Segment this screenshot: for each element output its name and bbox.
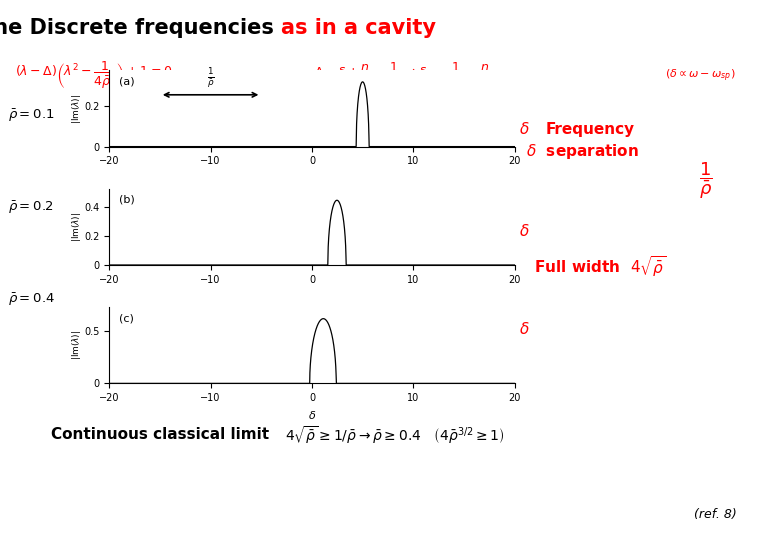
Text: $\left(\delta \propto \omega - \omega_{sp}\right)$: $\left(\delta \propto \omega - \omega_{s… bbox=[665, 68, 736, 84]
Text: (a): (a) bbox=[119, 76, 135, 86]
Text: Frequency: Frequency bbox=[546, 122, 635, 137]
Text: $\left(\lambda - \Delta\right)\left(\lambda^2 - \dfrac{1}{4\bar{\rho}^2}\right) : $\left(\lambda - \Delta\right)\left(\lam… bbox=[16, 60, 173, 91]
Text: $\bar{\rho} = 0.1$: $\bar{\rho} = 0.1$ bbox=[8, 108, 55, 124]
Text: $\delta$: $\delta$ bbox=[519, 120, 530, 137]
Text: $\frac{1}{\bar{\rho}}$: $\frac{1}{\bar{\rho}}$ bbox=[207, 66, 215, 91]
Text: (ref. 8): (ref. 8) bbox=[694, 508, 737, 521]
Text: (c): (c) bbox=[119, 313, 134, 323]
Text: $\Delta = \delta + \dfrac{n}{\bar{\rho}} = \dfrac{1}{2\bar{\rho}} \rightarrow \d: $\Delta = \delta + \dfrac{n}{\bar{\rho}}… bbox=[314, 61, 490, 90]
Y-axis label: $|$Im$(\lambda)|$: $|$Im$(\lambda)|$ bbox=[69, 93, 83, 124]
Text: $\bar{\rho} = 0.4$: $\bar{\rho} = 0.4$ bbox=[8, 292, 55, 308]
Text: Full width  $4\sqrt{\bar{\rho}}$: Full width $4\sqrt{\bar{\rho}}$ bbox=[534, 255, 667, 279]
Text: $4\sqrt{\bar{\rho}} \geq 1/\bar{\rho} \rightarrow \bar{\rho} \geq 0.4 \quad \lef: $4\sqrt{\bar{\rho}} \geq 1/\bar{\rho} \r… bbox=[285, 424, 505, 446]
Text: $\delta$: $\delta$ bbox=[519, 321, 530, 338]
Text: $\delta$  separation: $\delta$ separation bbox=[526, 141, 640, 161]
X-axis label: $\delta$: $\delta$ bbox=[308, 409, 316, 421]
Text: $\dfrac{1}{\bar{\rho}}$: $\dfrac{1}{\bar{\rho}}$ bbox=[699, 161, 713, 201]
Text: $\delta$: $\delta$ bbox=[519, 222, 530, 239]
Text: $\bar{\rho} = 0.2$: $\bar{\rho} = 0.2$ bbox=[8, 200, 54, 216]
Text: The Discrete frequencies: The Discrete frequencies bbox=[0, 18, 281, 38]
Text: Continuous classical limit: Continuous classical limit bbox=[51, 427, 269, 442]
Y-axis label: $|$Im$(\lambda)|$: $|$Im$(\lambda)|$ bbox=[69, 212, 83, 242]
Y-axis label: $|$Im$(\lambda)|$: $|$Im$(\lambda)|$ bbox=[69, 330, 83, 360]
Text: as in a cavity: as in a cavity bbox=[281, 18, 436, 38]
Text: (b): (b) bbox=[119, 195, 135, 205]
